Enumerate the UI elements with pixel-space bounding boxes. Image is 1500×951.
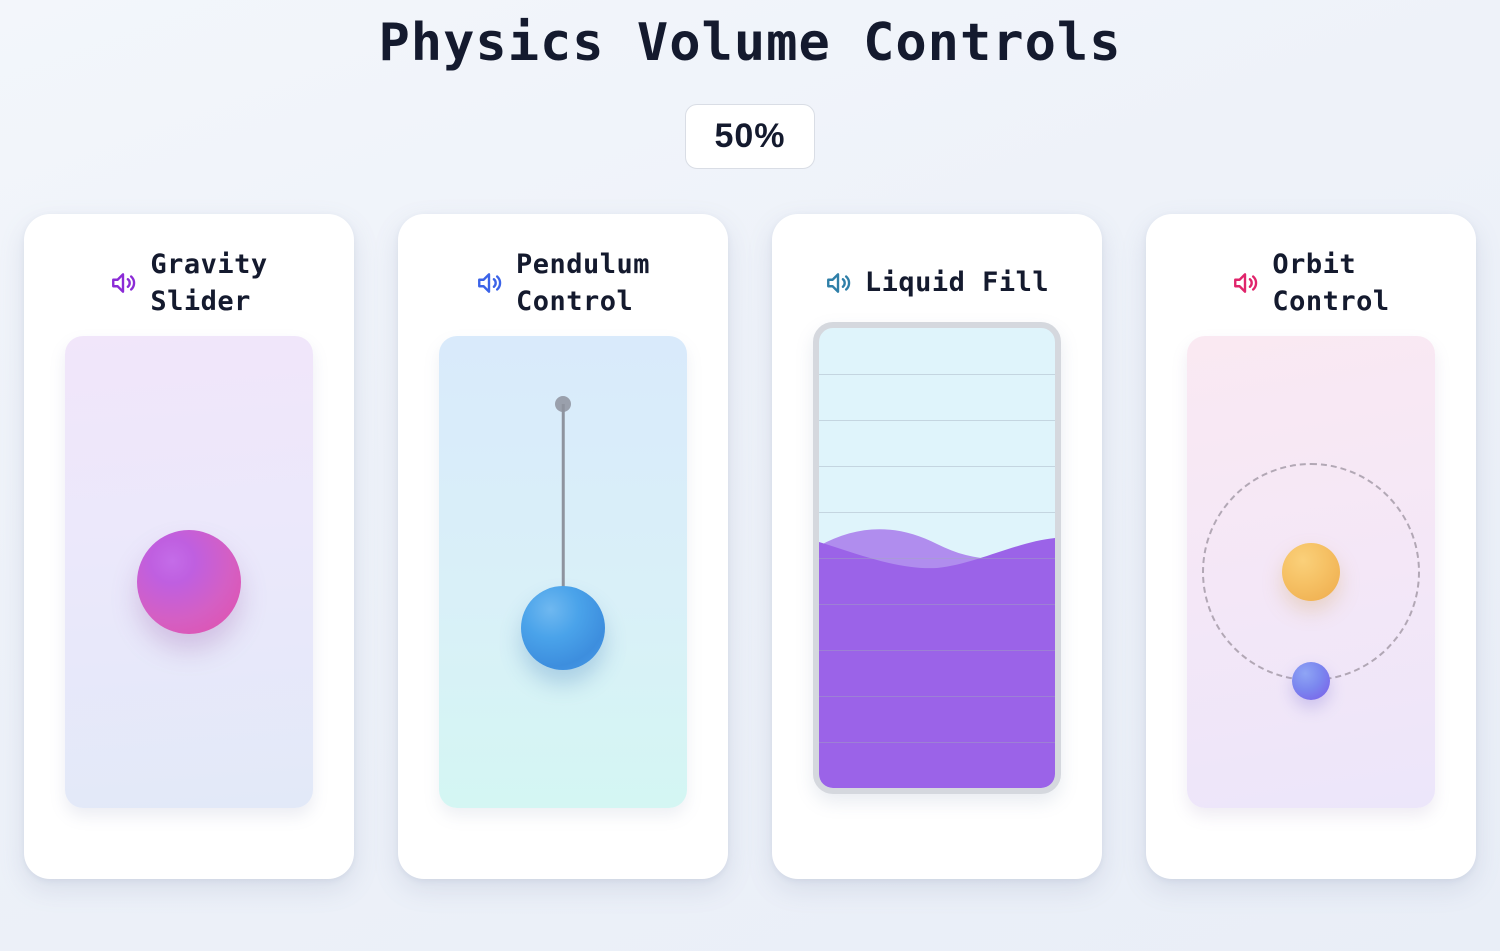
liquid-tick [819, 695, 1055, 698]
card-pendulum-control[interactable]: Pendulum Control [398, 213, 728, 879]
card-title-gravity: Gravity Slider [150, 248, 268, 317]
liquid-tick [819, 557, 1055, 560]
liquid-tube[interactable] [813, 321, 1061, 794]
pendulum-bob-handle[interactable] [521, 585, 605, 670]
card-liquid-fill[interactable]: Liquid Fill [772, 213, 1102, 879]
card-header-pendulum: Pendulum Control [424, 244, 702, 322]
card-title-pendulum: Pendulum Control [515, 248, 651, 317]
card-header-gravity: Gravity Slider [50, 244, 328, 322]
liquid-fill-level [819, 557, 1055, 788]
speaker-volume-icon[interactable] [1232, 270, 1258, 296]
volume-value-badge[interactable]: 50% [685, 103, 815, 169]
liquid-tick [819, 741, 1055, 744]
pendulum-stage[interactable] [439, 335, 687, 808]
orbit-center-body [1282, 542, 1340, 601]
card-header-orbit: Orbit Control [1172, 244, 1450, 322]
pendulum-string [561, 403, 565, 596]
liquid-tick [819, 465, 1055, 468]
volume-badge-container: 50% [0, 103, 1500, 169]
orbit-stage[interactable] [1187, 335, 1435, 808]
liquid-tick [819, 649, 1055, 652]
liquid-wave-front [819, 537, 1055, 580]
speaker-volume-icon[interactable] [825, 270, 851, 296]
liquid-tick [819, 603, 1055, 606]
gravity-ball-handle[interactable] [137, 529, 241, 634]
card-gravity-slider[interactable]: Gravity Slider [24, 213, 354, 879]
card-orbit-control[interactable]: Orbit Control [1146, 213, 1476, 879]
card-header-liquid: Liquid Fill [798, 244, 1076, 322]
speaker-volume-icon[interactable] [476, 270, 502, 296]
orbit-satellite-handle[interactable] [1292, 661, 1330, 700]
card-title-orbit: Orbit Control [1272, 248, 1390, 317]
gravity-track[interactable] [65, 335, 313, 808]
liquid-tick [819, 511, 1055, 514]
page-title: Physics Volume Controls [378, 13, 1122, 73]
liquid-tick [819, 373, 1055, 376]
speaker-volume-icon[interactable] [110, 270, 136, 296]
controls-row: Gravity Slider Pendulum Control [0, 213, 1500, 879]
card-title-liquid: Liquid Fill [864, 267, 1050, 299]
liquid-tick-marks [819, 328, 1055, 788]
liquid-tick [819, 419, 1055, 422]
